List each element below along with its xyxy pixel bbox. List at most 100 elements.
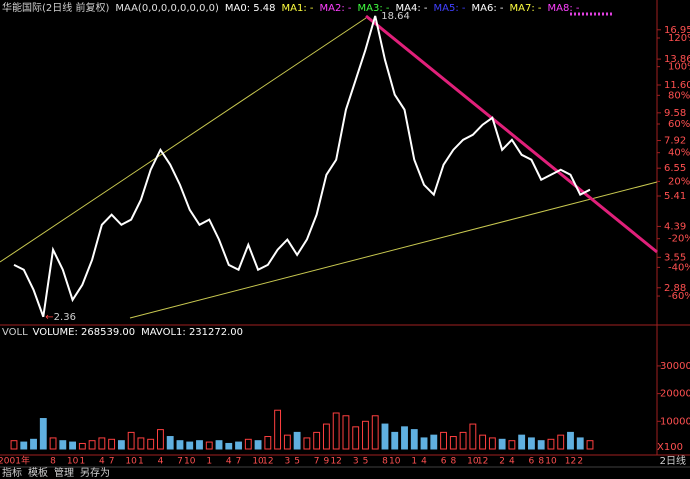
header-item: MA3: -	[358, 3, 390, 14]
x-tick-label: 12	[477, 457, 488, 467]
x-tick-label: 7	[177, 457, 183, 467]
x-tick-label: 7	[314, 457, 320, 467]
x-tick-label: 12	[262, 457, 273, 467]
x-tick-label: 4	[158, 457, 164, 467]
volume-bar	[196, 440, 203, 450]
unit-label: X100	[657, 442, 683, 453]
trendline	[129, 181, 658, 319]
header-item: MAA(0,0,0,0,0,0,0,0)	[115, 3, 219, 14]
x-tick-label: 10	[252, 457, 264, 467]
y-tick-label: 10000	[660, 416, 690, 427]
low-arrow: ←	[45, 312, 53, 323]
x-tick-label: 2001年	[0, 455, 30, 467]
x-tick-label: 10	[467, 457, 479, 467]
volume-bar	[39, 418, 47, 450]
volume-bar	[567, 431, 574, 450]
volume-bar	[469, 423, 477, 450]
volume-bar	[137, 437, 145, 450]
x-tick-label: 7	[236, 457, 242, 467]
footer-tab[interactable]: 模板	[28, 466, 48, 479]
volume-bar	[186, 441, 194, 450]
x-tick-label: 10	[545, 457, 557, 467]
x-tick-label: 4	[226, 457, 232, 467]
y-tick-label: 6.55	[664, 163, 686, 174]
high-label: 18.64	[381, 11, 410, 22]
x-tick-label: 4	[99, 457, 105, 467]
trendline	[0, 17, 367, 263]
x-tick-label: 6	[441, 457, 447, 467]
header-item: MAVOL1: 231272.00	[141, 327, 243, 338]
volume-bar	[401, 426, 408, 450]
volume-bar	[576, 437, 584, 450]
low-label: ←2.36	[45, 312, 76, 323]
y2-tick-label: 40%	[668, 148, 690, 159]
volume-bar	[391, 431, 399, 450]
volume-bar	[293, 431, 301, 450]
y2-tick-label: 20%	[668, 176, 690, 187]
price-line	[13, 15, 591, 318]
x-tick-label: 5	[363, 457, 369, 467]
footer-tab[interactable]: 指标	[2, 466, 22, 479]
volume-bar	[205, 441, 213, 450]
volume-bar	[313, 431, 321, 450]
header-item: MA7: -	[510, 3, 542, 14]
footer-tab[interactable]: 管理	[54, 466, 74, 479]
y2-tick-label: -60%	[668, 291, 690, 302]
volume-bar	[166, 436, 174, 450]
volume-bar	[225, 442, 233, 450]
volume-bar	[176, 440, 184, 450]
volume-bar	[527, 437, 535, 450]
footer-tab[interactable]: 另存为	[80, 466, 110, 479]
header-item: MA1: -	[282, 3, 314, 14]
volume-bar	[235, 441, 242, 450]
y2-tick-label: -40%	[668, 262, 690, 273]
volume-bar	[342, 415, 350, 450]
x-tick-label: 8	[538, 457, 544, 467]
y-tick-label: 13.86	[664, 54, 690, 65]
header: 华能国际(2日线 前复权) MAA(0,0,0,0,0,0,0,0) MA0: 5.…	[2, 1, 580, 14]
y-tick-label: 20000	[660, 389, 690, 400]
volume-bar	[479, 434, 487, 450]
y-tick-label: 5.41	[664, 191, 686, 202]
volume-bar	[508, 440, 516, 450]
y-tick-label: 4.39	[664, 221, 686, 232]
x-tick-label: 4	[421, 457, 427, 467]
volume-bar	[322, 423, 330, 450]
header-item: MA5: -	[434, 3, 466, 14]
y2-tick-label: 60%	[668, 119, 690, 130]
volume-bar	[440, 431, 447, 450]
volume-bar	[98, 437, 106, 450]
volume-bar	[264, 436, 272, 450]
volume-bar	[498, 438, 506, 450]
x-tick-label: 1	[79, 457, 85, 467]
y-tick-label: 11.60	[664, 80, 690, 91]
y-tick-label: 3.55	[664, 252, 686, 263]
volume-bar	[117, 440, 125, 450]
footer: 指标 模板 管理 另存为 2日线	[2, 454, 686, 479]
y2-tick-label: 80%	[668, 90, 690, 101]
volume-bar	[147, 438, 155, 450]
x-tick-label: 8	[450, 457, 456, 467]
header-item: 华能国际(2日线 前复权)	[2, 1, 109, 14]
volume-bar	[488, 437, 496, 450]
volume-bar	[459, 431, 467, 450]
x-tick-label: 1	[138, 457, 144, 467]
volume-bar	[127, 431, 135, 450]
header-item: VOLUME: 268539.00	[33, 327, 136, 338]
x-tick-label: 12	[565, 457, 576, 467]
volume-bar	[381, 423, 389, 450]
volume-bar	[274, 409, 282, 450]
y-tick-label: 9.58	[664, 108, 686, 119]
x-tick-label: 2	[577, 457, 583, 467]
volume-bar	[332, 412, 340, 450]
volume-bar	[410, 429, 418, 450]
volume-bar	[537, 440, 545, 450]
x-tick-label: 6	[529, 457, 535, 467]
volume-bar	[449, 436, 457, 450]
volume-bar	[547, 438, 555, 450]
y-tick-label: 30000	[660, 361, 690, 372]
y-tick-label: 7.92	[664, 136, 686, 147]
trendline	[365, 14, 658, 254]
